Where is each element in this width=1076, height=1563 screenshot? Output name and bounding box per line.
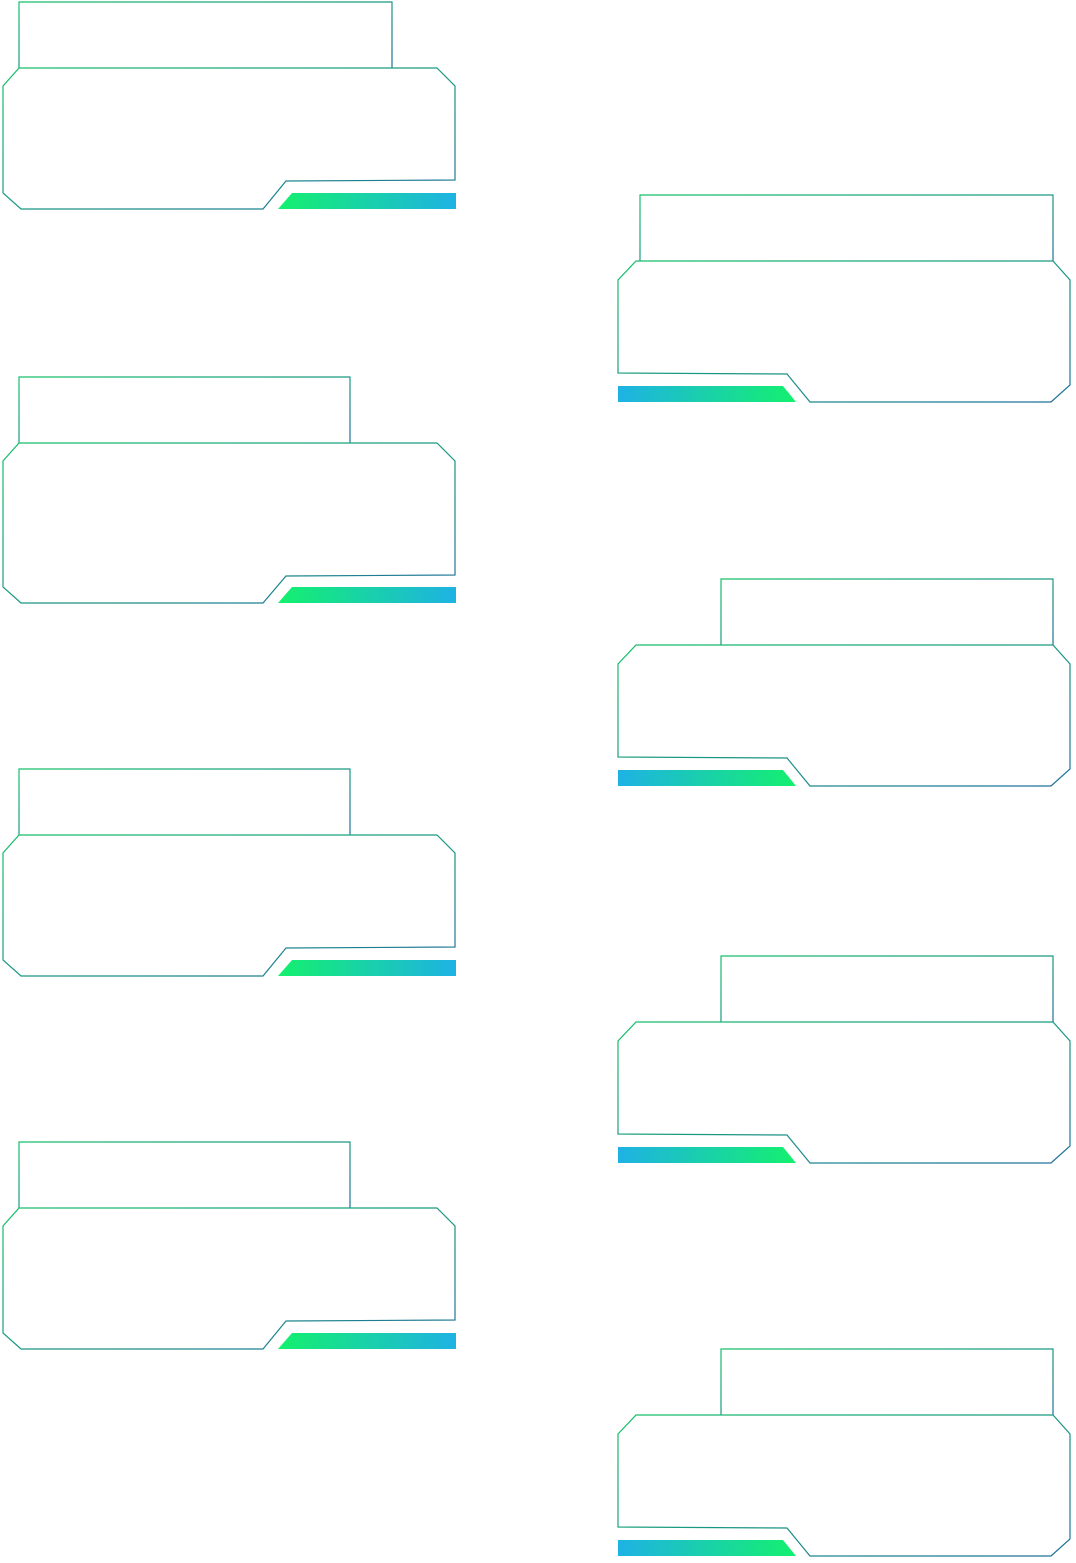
panel-tab	[720, 578, 1054, 645]
panel-left-3	[2, 768, 456, 977]
accent-bar	[618, 386, 796, 402]
panel-tab	[639, 194, 1054, 261]
panel-tab	[18, 1, 393, 68]
accent-bar	[278, 193, 456, 209]
panel-body-frame	[2, 67, 456, 210]
accent-bar	[278, 1333, 456, 1349]
accent-bar	[278, 960, 456, 976]
panel-tab	[18, 768, 351, 835]
panel-body-frame	[617, 1021, 1071, 1164]
panel-right-3	[617, 955, 1071, 1164]
panel-right-1	[617, 194, 1071, 403]
accent-bar	[278, 587, 456, 603]
panel-left-1	[2, 1, 456, 210]
panel-body-frame	[2, 834, 456, 977]
panel-right-4	[617, 1348, 1071, 1557]
panel-right-2	[617, 578, 1071, 787]
accent-bar	[618, 1540, 796, 1556]
panel-left-2	[2, 376, 456, 604]
panel-tab	[720, 955, 1054, 1022]
panel-left-4	[2, 1141, 456, 1350]
panel-tab	[18, 376, 351, 443]
panel-tab	[18, 1141, 351, 1208]
accent-bar	[618, 770, 796, 786]
accent-bar	[618, 1147, 796, 1163]
panel-body-frame	[617, 1414, 1071, 1557]
panel-body-frame	[2, 442, 456, 604]
panel-body-frame	[617, 260, 1071, 403]
panel-body-frame	[617, 644, 1071, 787]
panel-tab	[720, 1348, 1054, 1415]
panel-body-frame	[2, 1207, 456, 1350]
